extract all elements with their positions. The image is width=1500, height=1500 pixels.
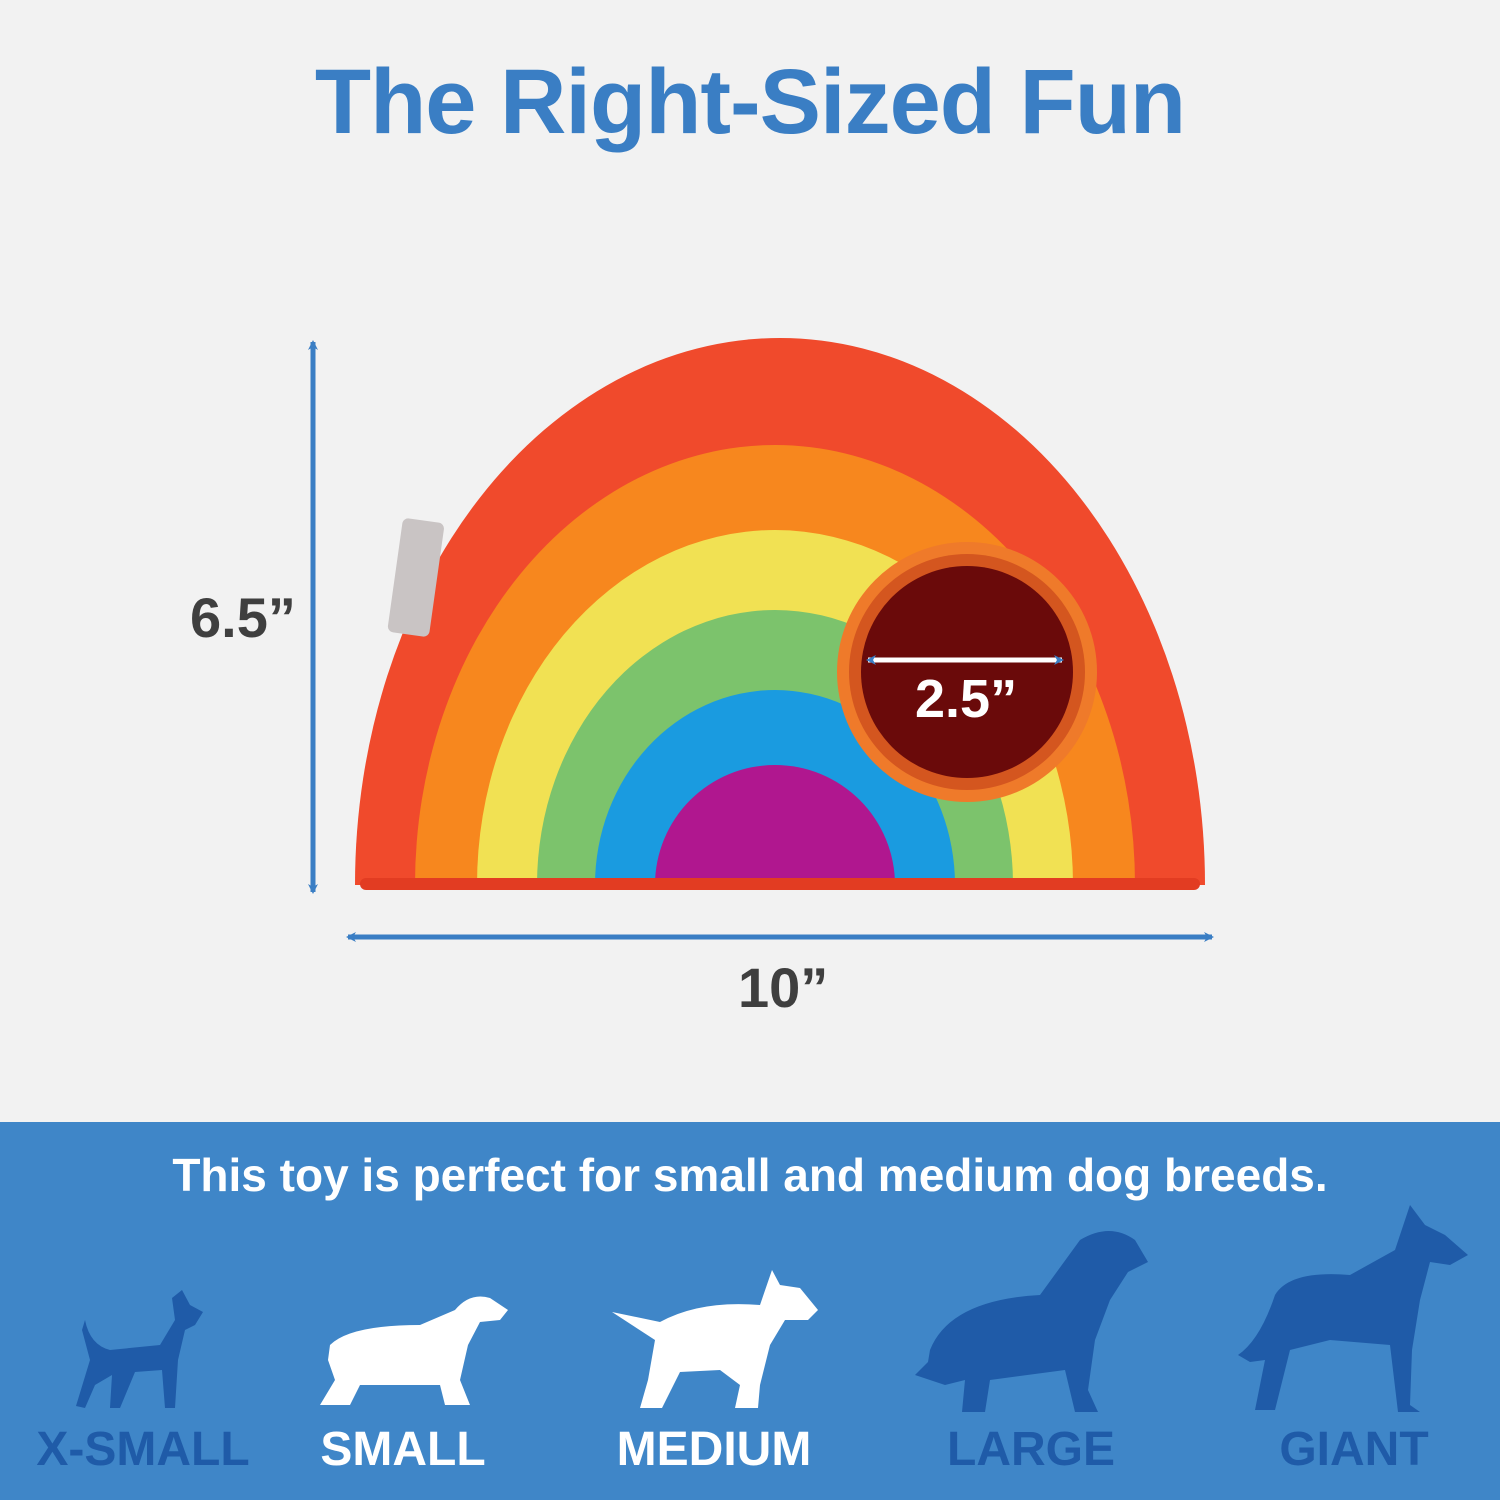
chihuahua-silhouette-icon — [76, 1290, 203, 1408]
hole-diameter-label: 2.5” — [915, 669, 1018, 729]
hole-opening — [861, 566, 1073, 778]
size-label-giant: GIANT — [1279, 1423, 1429, 1476]
size-label-small: SMALL — [320, 1423, 486, 1476]
rainbow-band-purple — [655, 765, 895, 885]
product-tag — [387, 518, 444, 637]
size-label-medium: MEDIUM — [616, 1423, 812, 1476]
rainbow-base — [360, 878, 1200, 890]
height-label: 6.5” — [190, 586, 296, 649]
size-label-x-small: X-SMALL — [36, 1423, 250, 1476]
size-label-large: LARGE — [947, 1423, 1115, 1476]
golden-retriever-silhouette-icon — [915, 1231, 1148, 1412]
dachshund-silhouette-icon — [320, 1296, 508, 1405]
size-guide-text: This toy is perfect for small and medium… — [172, 1149, 1328, 1201]
bull-terrier-silhouette-icon — [612, 1270, 818, 1408]
page-title: The Right-Sized Fun — [314, 51, 1186, 153]
great-dane-silhouette-icon — [1238, 1205, 1468, 1412]
width-label: 10” — [738, 956, 829, 1019]
